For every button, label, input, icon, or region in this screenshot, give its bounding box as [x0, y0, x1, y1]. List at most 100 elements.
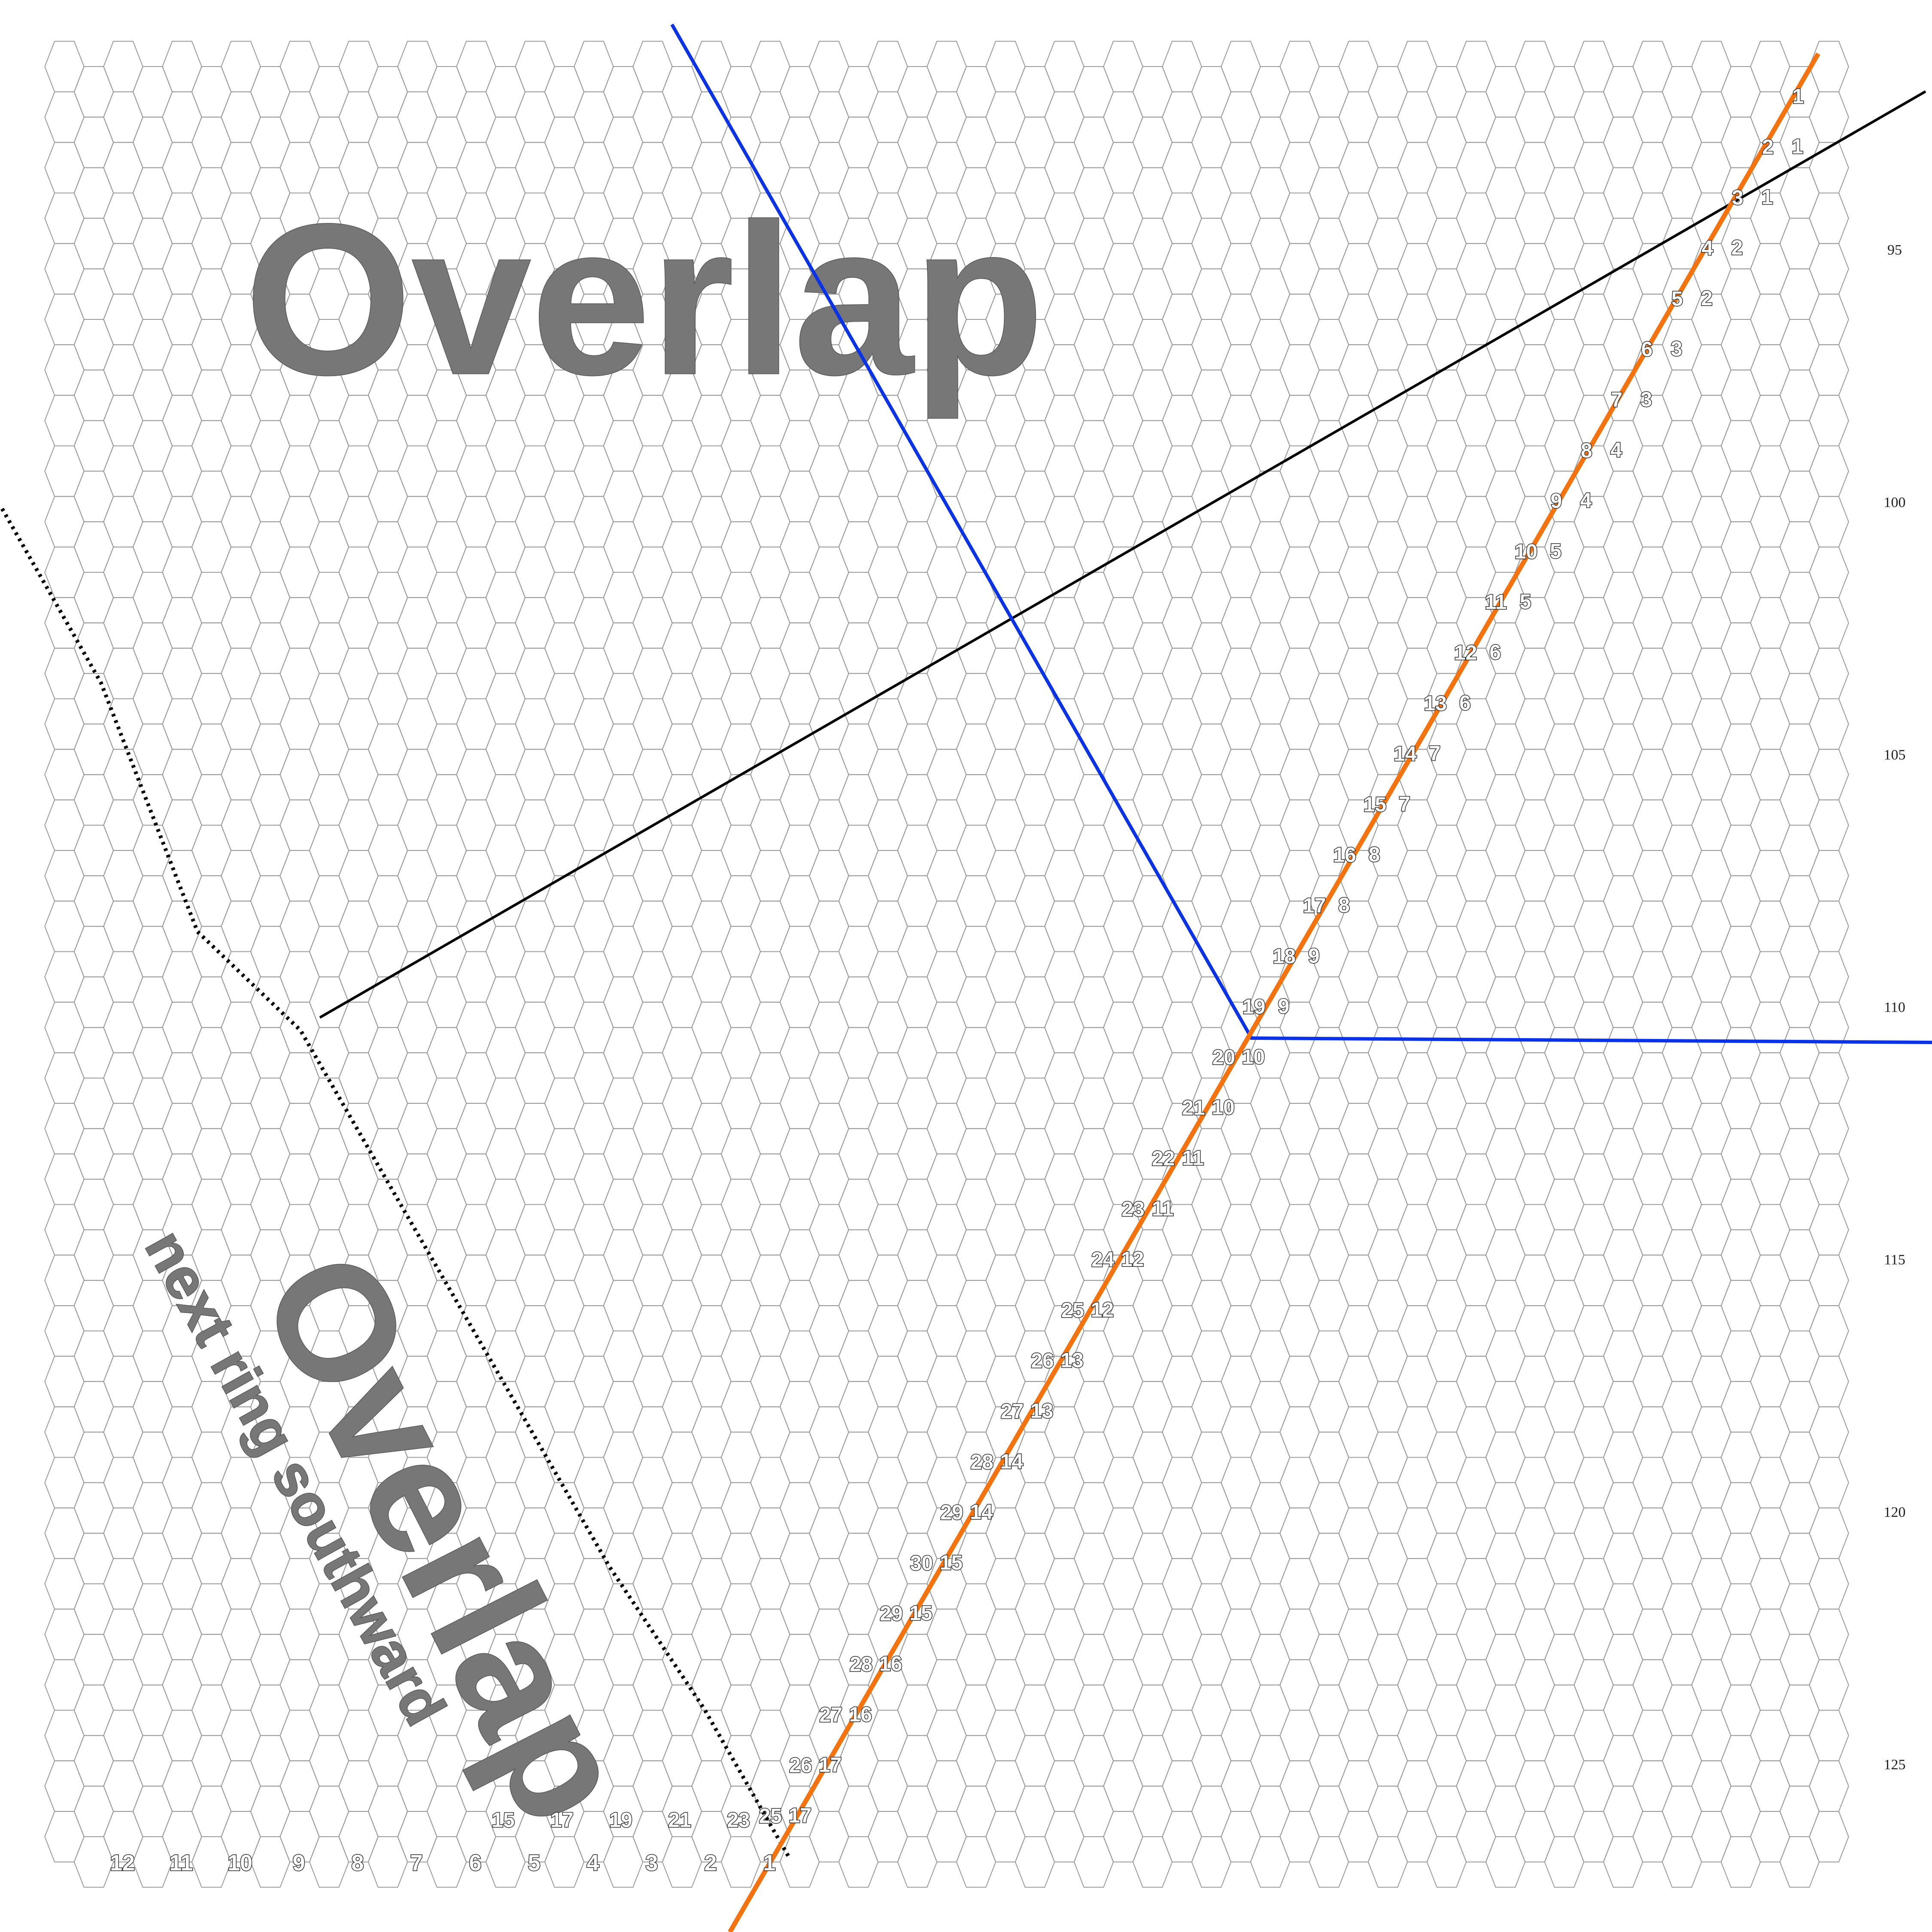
orange-line-number: 26	[1031, 1350, 1054, 1373]
orange-line-number: 25	[759, 1805, 782, 1828]
bottom-edge-number: 12	[110, 1851, 135, 1876]
offset-number: 14	[970, 1501, 993, 1524]
orange-line-number: 28	[850, 1653, 872, 1676]
offset-number: 3	[1671, 338, 1683, 361]
bottom-row-number: 21	[668, 1809, 691, 1832]
orange-line-number: 7	[1611, 389, 1622, 411]
orange-line-number: 25	[1061, 1299, 1084, 1322]
row-number: 110	[1884, 999, 1905, 1015]
offset-number: 11	[1182, 1147, 1204, 1170]
offset-number: 1	[1792, 135, 1803, 158]
bottom-row-number: 17	[550, 1809, 573, 1832]
offset-number: 16	[849, 1703, 872, 1726]
bottom-row-number: 23	[727, 1809, 750, 1832]
offset-number: 14	[1000, 1450, 1024, 1473]
offset-number: 4	[1610, 439, 1622, 462]
offset-number: 9	[1278, 995, 1289, 1018]
orange-line-number: 14	[1394, 743, 1417, 766]
route-lines	[0, 24, 1932, 1932]
row-number: 105	[1884, 747, 1906, 763]
orange-line-number: 16	[1333, 844, 1356, 867]
bottom-edge-number: 3	[646, 1851, 658, 1876]
orange-line-number: 22	[1152, 1147, 1175, 1170]
orange-line-number: 6	[1641, 338, 1653, 361]
offset-number: 8	[1338, 894, 1350, 917]
row-number: 125	[1884, 1757, 1906, 1773]
bottom-edge-numbers: 12 11 10 9 8 7 6 5 4 3 2 1	[109, 1850, 776, 1876]
orange-line-number: 13	[1424, 692, 1447, 715]
offset-number: 17	[819, 1754, 841, 1777]
orange-line-number: 9	[1550, 490, 1562, 513]
offset-number: 11	[1152, 1197, 1174, 1220]
offset-number: 7	[1429, 742, 1440, 765]
offset-number: 5	[1520, 591, 1531, 614]
row-numbers: 95 100 105 110 115 120 125	[1884, 242, 1906, 1773]
bottom-edge-number: 1	[763, 1851, 776, 1876]
overlap-label-top: Overlap	[245, 179, 1044, 420]
offset-number: 13	[1030, 1400, 1053, 1422]
orange-line-number: 28	[971, 1451, 993, 1473]
row-number: 95	[1887, 242, 1902, 258]
row-number: 100	[1884, 495, 1906, 510]
bottom-edge-number: 6	[469, 1851, 482, 1876]
offset-number: 1	[1762, 186, 1773, 209]
orange-line-number: 17	[1303, 894, 1326, 917]
orange-line-number: 11	[1485, 591, 1507, 614]
orange-line-number: 3	[1732, 186, 1744, 209]
orange-line-number: 20	[1212, 1046, 1235, 1069]
offset-number: 8	[1369, 844, 1380, 866]
offset-number: 3	[1640, 388, 1652, 411]
offset-number: 4	[1580, 489, 1592, 512]
orange-line-number: 27	[1001, 1400, 1024, 1423]
offset-number: 13	[1060, 1349, 1083, 1372]
offset-number: 12	[1121, 1248, 1144, 1271]
orange-line-number: 19	[1242, 996, 1265, 1018]
bottom-edge-number: 11	[170, 1851, 193, 1876]
bottom-edge-number: 10	[228, 1851, 252, 1876]
dotted-boundary-line	[0, 507, 792, 1860]
bottom-row-number: 15	[492, 1809, 514, 1832]
offset-number: 10	[1212, 1097, 1234, 1119]
orange-line-number: 8	[1581, 439, 1592, 462]
orange-line-number: 4	[1701, 237, 1713, 260]
orange-line-number: 12	[1454, 641, 1477, 664]
orange-line-number: 21	[1182, 1097, 1205, 1120]
orange-line-number: 26	[789, 1754, 812, 1777]
offset-numbers: 1122334455667788991010111112121313141415…	[788, 135, 1804, 1828]
bottom-edge-number: 5	[528, 1851, 541, 1876]
offset-number: 16	[879, 1653, 902, 1675]
blue-line	[670, 24, 1932, 1044]
orange-line-number: 29	[880, 1603, 902, 1625]
orange-line-number: 24	[1091, 1249, 1115, 1271]
row-number: 120	[1884, 1504, 1906, 1520]
bottom-row-number: 19	[609, 1809, 632, 1832]
offset-number: 6	[1489, 641, 1501, 664]
orange-line	[728, 52, 1820, 1932]
orange-line-number: 29	[940, 1501, 963, 1524]
orange-line-number: 5	[1671, 288, 1683, 310]
bottom-edge-number: 8	[352, 1851, 364, 1876]
offset-number: 9	[1308, 945, 1320, 967]
bottom-edge-number: 4	[587, 1851, 599, 1876]
orange-line-number: 27	[820, 1704, 842, 1726]
bottom-edge-number: 2	[705, 1851, 717, 1876]
offset-number: 10	[1242, 1046, 1265, 1069]
offset-number: 6	[1459, 692, 1471, 714]
orange-line-number: 1	[1792, 85, 1804, 108]
hex-cell	[1809, 1811, 1849, 1862]
bottom-edge-number: 9	[293, 1851, 305, 1876]
orange-line-number: 15	[1364, 793, 1386, 816]
hex-grid	[44, 41, 1849, 1888]
orange-line-number: 23	[1122, 1198, 1145, 1221]
orange-line-numbers: 1234567891011121314151617181920212223242…	[758, 85, 1804, 1828]
orange-line-number: 18	[1273, 945, 1296, 968]
orange-line-number: 10	[1515, 541, 1537, 563]
offset-number: 15	[940, 1552, 963, 1574]
offset-number: 17	[789, 1804, 811, 1827]
row-number: 115	[1884, 1252, 1905, 1268]
black-line	[319, 90, 1926, 1019]
offset-number: 5	[1550, 540, 1561, 563]
offset-number: 2	[1701, 287, 1713, 310]
orange-line-number: 2	[1762, 136, 1774, 158]
orange-line-number: 30	[910, 1552, 933, 1575]
